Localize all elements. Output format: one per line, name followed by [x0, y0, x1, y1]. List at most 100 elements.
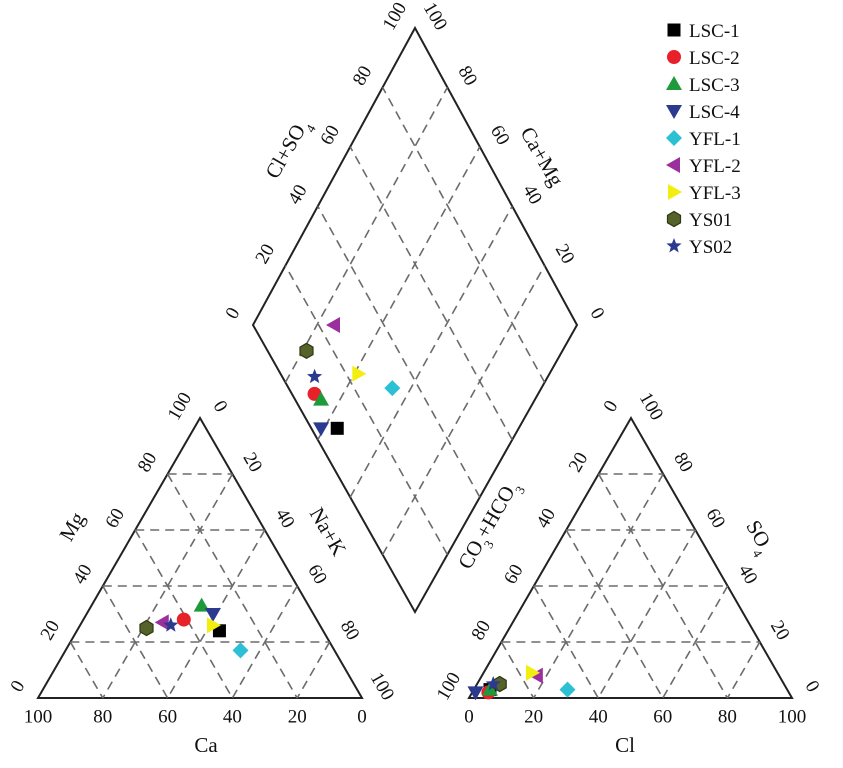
tick-label-nak: 100: [366, 669, 398, 704]
marker-lsc-1: [330, 421, 344, 435]
tick-label-co3-hco3: 40: [532, 505, 560, 532]
marker-ys02: [163, 617, 179, 632]
marker-yfl-1: [384, 380, 401, 397]
tick-label-co3-hco3: 80: [468, 617, 496, 644]
marker-yfl-2: [666, 157, 680, 173]
tick-label-cl: 60: [653, 706, 672, 727]
tick-label-co3-hco3: 100: [433, 669, 465, 704]
tick-label-ca: 20: [288, 706, 307, 727]
tick-label-ca: 80: [93, 706, 112, 727]
marker-yfl-1: [232, 642, 249, 659]
marker-ys02: [485, 676, 501, 691]
tick-label-nak: 60: [303, 561, 331, 588]
grid-line: [726, 641, 761, 699]
tick-label-cl-so4: 0: [222, 304, 245, 323]
tick-label-nak: 40: [271, 505, 299, 532]
legend-item: LSC-3: [666, 75, 740, 96]
axis-label-nak: Na+K: [305, 503, 352, 560]
tick-label-mg: 60: [101, 505, 129, 532]
marker-lsc-1: [667, 23, 681, 37]
legend-label: YFL-1: [689, 129, 741, 150]
tick-label-nak: 0: [209, 397, 232, 416]
tick-label-cl-so4: 80: [349, 62, 377, 89]
tick-label-mg: 0: [7, 677, 30, 696]
grid-line: [317, 146, 481, 441]
marker-yfl-3: [668, 184, 682, 200]
grid-line: [597, 473, 729, 699]
chart-legend: LSC-1 LSC-2 LSC-3 LSC-4 YFL-1 YFL-2 YFL-3 YS01 Y…: [666, 21, 741, 258]
legend-item: YFL-3: [668, 183, 741, 204]
marker-ys01: [299, 342, 314, 359]
marker-ys02: [666, 238, 682, 253]
grid-line: [500, 641, 535, 699]
tick-label-cl: 40: [589, 706, 608, 727]
grid-line: [533, 585, 599, 699]
marker-lsc-4: [204, 608, 221, 622]
axis-label-so4: SO4: [737, 516, 779, 560]
grid-line: [317, 205, 481, 498]
grid-line: [349, 146, 513, 441]
axis-label-cl-so4: Cl+SO4: [260, 114, 318, 186]
grid-line: [284, 265, 449, 555]
legend-label: LSC-1: [689, 21, 740, 42]
tick-label-so4: 0: [801, 677, 824, 696]
legend-item: LSC-1: [667, 21, 740, 42]
grid-line: [69, 641, 104, 699]
grid-line: [284, 87, 449, 383]
legend-item: LSC-2: [667, 48, 740, 69]
legend-label: LSC-2: [689, 48, 740, 69]
tick-label-ca: 0: [357, 706, 367, 727]
tick-label-so4: 100: [635, 389, 667, 424]
grid-line: [532, 473, 664, 699]
diamond-points: [299, 317, 401, 437]
tick-label-co3-hco3: 0: [600, 397, 623, 416]
legend-item: YS01: [666, 210, 732, 231]
marker-lsc-4: [467, 686, 484, 701]
tick-label-co3-hco3: 60: [500, 561, 528, 588]
legend-label: YFL-3: [689, 183, 741, 204]
axis-label-ca-mg: Ca+Mg: [516, 123, 569, 191]
legend-item: YFL-2: [666, 156, 741, 177]
anion-triangle-grid: [500, 473, 761, 699]
legend-label: YS02: [689, 237, 732, 258]
tick-label-co3-hco3: 20: [565, 449, 593, 476]
tick-label-mg: 100: [164, 389, 196, 424]
tick-label-nak: 80: [336, 617, 364, 644]
marker-lsc-2: [176, 612, 191, 627]
tick-label-ca-mg: 100: [419, 0, 451, 34]
tick-label-ca-mg: 60: [486, 122, 514, 149]
tick-label-so4: 60: [702, 505, 730, 532]
tick-label-so4: 80: [669, 449, 697, 476]
tick-label-cl-so4: 100: [379, 0, 411, 34]
marker-yfl-1: [666, 130, 682, 146]
grid-line: [296, 641, 331, 699]
legend-item: LSC-4: [666, 102, 740, 123]
marker-yfl-3: [525, 664, 540, 681]
marker-lsc-4: [313, 422, 330, 437]
tick-label-mg: 20: [37, 617, 65, 644]
tick-label-ca: 40: [223, 706, 242, 727]
tick-label-so4: 20: [766, 617, 794, 644]
marker-lsc-2: [667, 50, 681, 64]
marker-yfl-3: [206, 617, 221, 634]
legend-item: YFL-1: [666, 129, 741, 150]
tick-label-cl: 100: [778, 706, 807, 727]
tick-label-cl: 0: [464, 706, 474, 727]
tick-label-mg: 40: [69, 561, 97, 588]
marker-lsc-3: [666, 76, 682, 90]
marker-ys02: [307, 368, 323, 384]
tick-label-cl: 20: [524, 706, 543, 727]
grid-line: [381, 87, 546, 383]
diamond-grid: [284, 87, 546, 555]
marker-ys01: [139, 619, 154, 637]
grid-line: [565, 529, 664, 699]
axis-label-mg: Mg: [54, 507, 90, 545]
tick-label-ca-mg: 80: [454, 62, 482, 89]
legend-label: LSC-4: [689, 102, 740, 123]
grid-line: [231, 585, 298, 699]
grid-line: [381, 265, 546, 555]
